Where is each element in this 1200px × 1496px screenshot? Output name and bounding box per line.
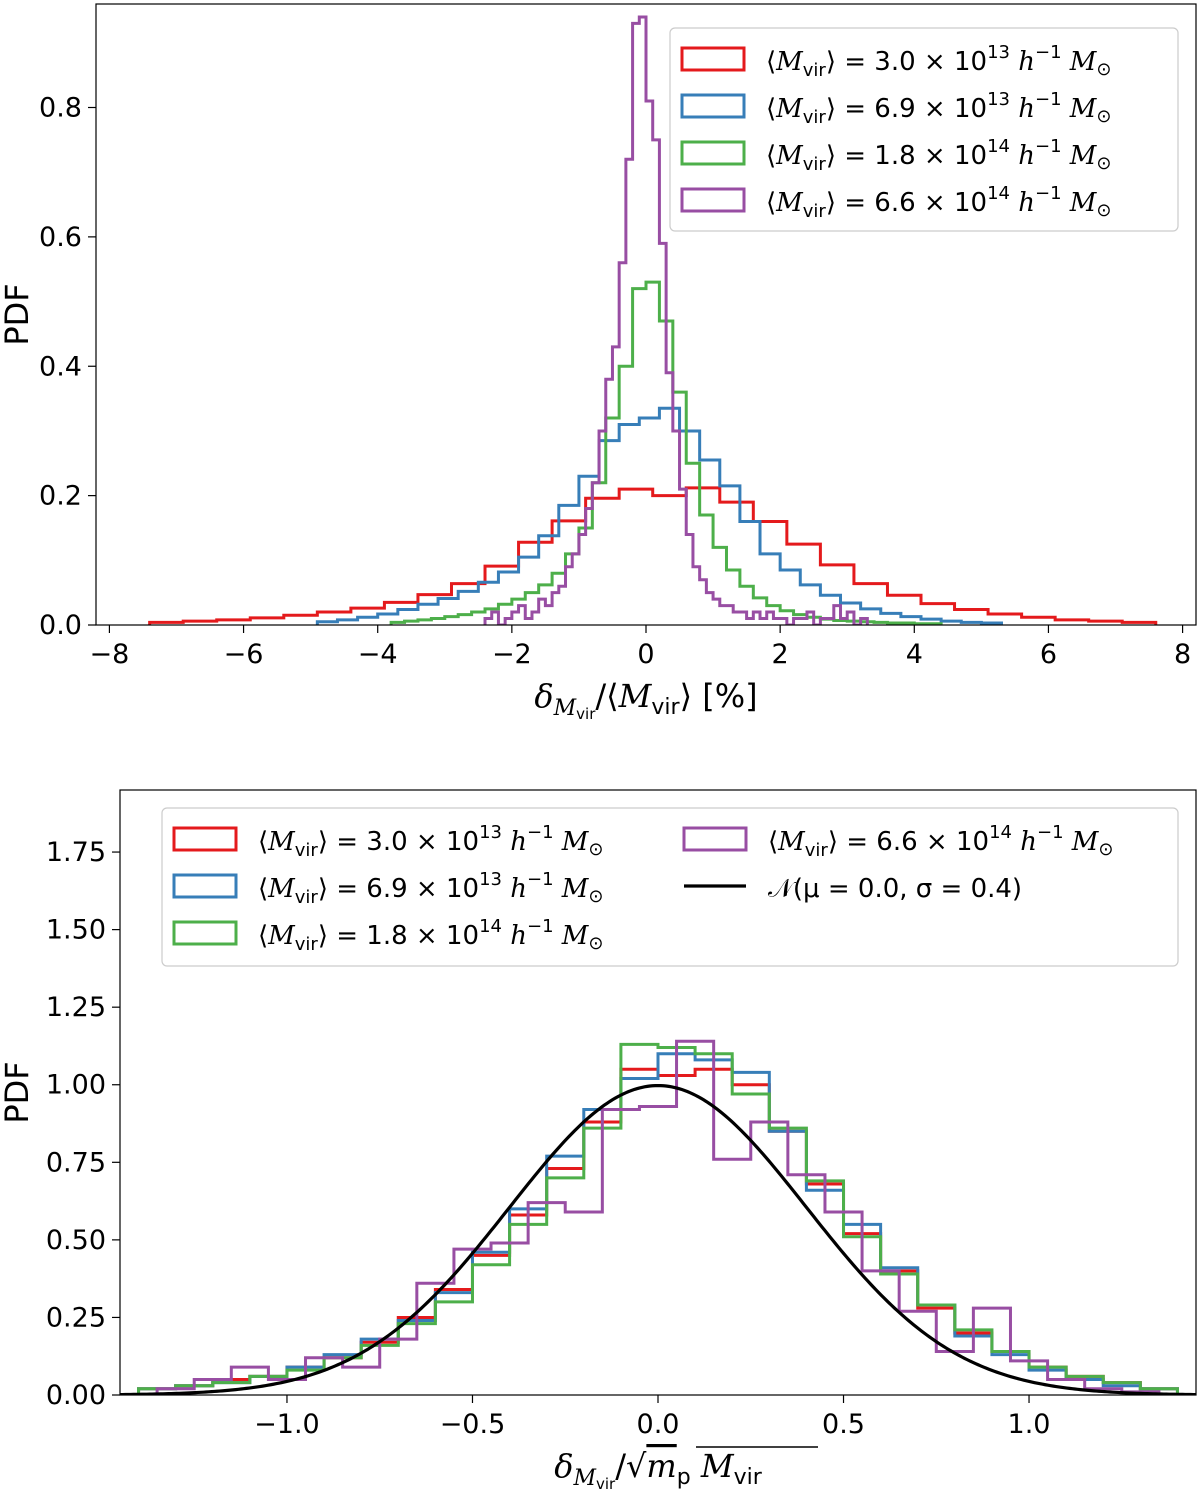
- y-tick-label: 0.50: [46, 1225, 106, 1256]
- legend-label: 𝒩(μ = 0.0, σ = 0.4): [768, 874, 1022, 904]
- y-tick-label: 1.50: [46, 915, 106, 946]
- y-tick-label: 0.2: [39, 481, 82, 512]
- legend-swatch: [172, 826, 238, 852]
- legend-swatch: [680, 46, 746, 72]
- legend-swatch: [682, 826, 748, 852]
- legend: ⟨Mvir⟩ = 3.0 × 1013 h−1 M⊙ ⟨Mvir⟩ = 6.9 ×…: [669, 27, 1179, 232]
- y-axis-label: PDF: [0, 1061, 36, 1123]
- x-tick-label: 6: [1040, 639, 1057, 670]
- x-tick-label: −1.0: [254, 1409, 320, 1440]
- top-histogram-panel: −8 −6 −4 −2 0 2 4 6 8 0.0 0.2 0.4 0.6 0.8 PDF δMvir/⟨Mv…: [0, 3, 1197, 723]
- legend-swatch: [680, 187, 746, 213]
- x-tick-label: 2: [772, 639, 789, 670]
- legend-swatch: [680, 93, 746, 119]
- x-tick-label: −6: [224, 639, 264, 670]
- x-tick-label: −4: [358, 639, 398, 670]
- histogram-series-0: [148, 486, 1158, 625]
- y-tick-label: 0.00: [46, 1380, 106, 1411]
- y-tick-label: 0.0: [39, 610, 82, 641]
- y-tick-label: 0.6: [39, 222, 82, 253]
- legend-label: ⟨Mvir⟩ = 1.8 × 1014 h−1 M⊙: [766, 136, 1112, 175]
- legend-swatch: [172, 873, 238, 899]
- x-tick-label: 1.0: [1008, 1409, 1051, 1440]
- legend-swatch: [680, 140, 746, 166]
- y-tick-label: 0.75: [46, 1147, 106, 1178]
- legend-label: ⟨Mvir⟩ = 6.6 × 1014 h−1 M⊙: [768, 822, 1114, 861]
- x-tick-label: −8: [90, 639, 130, 670]
- y-tick-label: 0.8: [39, 93, 82, 124]
- x-axis-label: δMvir/√mp Mvir: [554, 1447, 763, 1493]
- legend-label: ⟨Mvir⟩ = 6.9 × 1013 h−1 M⊙: [258, 869, 604, 908]
- histogram-series-1: [315, 406, 1003, 625]
- y-tick-label: 1.75: [46, 837, 106, 868]
- y-tick-label: 1.00: [46, 1070, 106, 1101]
- y-axis-label: PDF: [0, 283, 36, 345]
- legend-label: ⟨Mvir⟩ = 6.9 × 1013 h−1 M⊙: [766, 89, 1112, 128]
- histogram-series-3: [155, 1039, 1161, 1395]
- x-tick-label: 0.5: [822, 1409, 865, 1440]
- x-tick-label: −2: [492, 639, 532, 670]
- histogram-series-2: [389, 280, 943, 625]
- legend-box: [161, 807, 1179, 967]
- plot-area: [148, 15, 1158, 625]
- y-tick-label: 1.25: [46, 992, 106, 1023]
- legend: ⟨Mvir⟩ = 3.0 × 1013 h−1 M⊙ ⟨Mvir⟩ = 6.9 ×…: [161, 807, 1179, 967]
- legend-swatch: [172, 920, 238, 946]
- x-tick-label: 0.0: [637, 1409, 680, 1440]
- plot-area: [120, 1039, 1196, 1395]
- legend-label: ⟨Mvir⟩ = 6.6 × 1014 h−1 M⊙: [766, 183, 1112, 222]
- histogram-series-3: [483, 15, 869, 625]
- x-tick-label: 4: [906, 639, 923, 670]
- legend-label: ⟨Mvir⟩ = 3.0 × 1013 h−1 M⊙: [258, 822, 604, 861]
- y-tick-label: 0.25: [46, 1302, 106, 1333]
- x-tick-label: −0.5: [440, 1409, 506, 1440]
- y-tick-label: 0.4: [39, 351, 82, 382]
- bottom-histogram-panel: −1.0 −0.5 0.0 0.5 1.0 0.00 0.25 0.50 0.75 1.00 1.2…: [0, 789, 1197, 1493]
- x-axis-label: δMvir/⟨Mvir⟩ [%]: [534, 677, 757, 723]
- normal-curve: [120, 1083, 1196, 1395]
- legend-box: [669, 27, 1179, 232]
- legend-label: ⟨Mvir⟩ = 1.8 × 1014 h−1 M⊙: [258, 916, 604, 955]
- x-tick-label: 0: [637, 639, 654, 670]
- x-tick-label: 8: [1174, 639, 1191, 670]
- legend-label: ⟨Mvir⟩ = 3.0 × 1013 h−1 M⊙: [766, 42, 1112, 81]
